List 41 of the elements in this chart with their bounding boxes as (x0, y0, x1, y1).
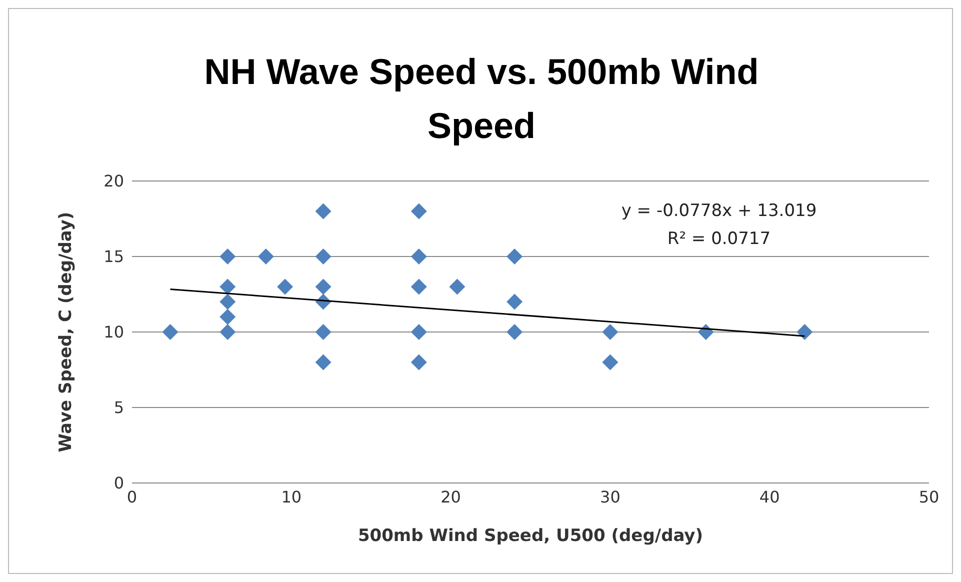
x-tick-label: 20 (440, 487, 461, 506)
point (410, 248, 427, 264)
x-axis-title: 500mb Wind Speed, U500 (deg/day) (358, 526, 704, 546)
point (220, 278, 236, 295)
x-tick-label: 50 (918, 487, 940, 506)
point (796, 324, 813, 340)
point (449, 278, 466, 295)
y-tick-label: 15 (104, 247, 124, 266)
annotation: R² = 0.0717 (666, 228, 772, 251)
point (506, 248, 523, 264)
y-tick-label: 5 (114, 398, 124, 418)
point (315, 324, 332, 340)
point (220, 294, 236, 310)
point (220, 248, 236, 264)
point (602, 324, 618, 340)
y-tick-label: 0 (114, 474, 124, 493)
point (277, 278, 294, 295)
point (220, 324, 236, 340)
point (258, 248, 274, 264)
point (410, 354, 427, 370)
point (410, 324, 427, 340)
annotation: y = -0.0778x + 13.019 (620, 200, 818, 223)
point (315, 203, 332, 220)
y-tick-label: 20 (104, 172, 124, 191)
point (220, 308, 236, 325)
point (506, 294, 523, 310)
point (315, 354, 332, 370)
x-tick-label: 0 (126, 487, 138, 506)
y-tick-label: 10 (104, 322, 124, 342)
point (602, 354, 618, 370)
point (315, 278, 332, 295)
x-tick-label: 30 (600, 487, 620, 506)
point (410, 203, 427, 220)
x-tick-label: 10 (281, 487, 302, 506)
point (162, 324, 178, 340)
point (506, 324, 523, 340)
y-axis-title: Wave Speed, C (deg/day) (56, 212, 76, 452)
chart-title: NH Wave Speed vs. 500mb Wind Speed (203, 50, 760, 148)
point (315, 248, 332, 264)
x-tick-label: 40 (759, 487, 780, 506)
point (410, 278, 427, 295)
